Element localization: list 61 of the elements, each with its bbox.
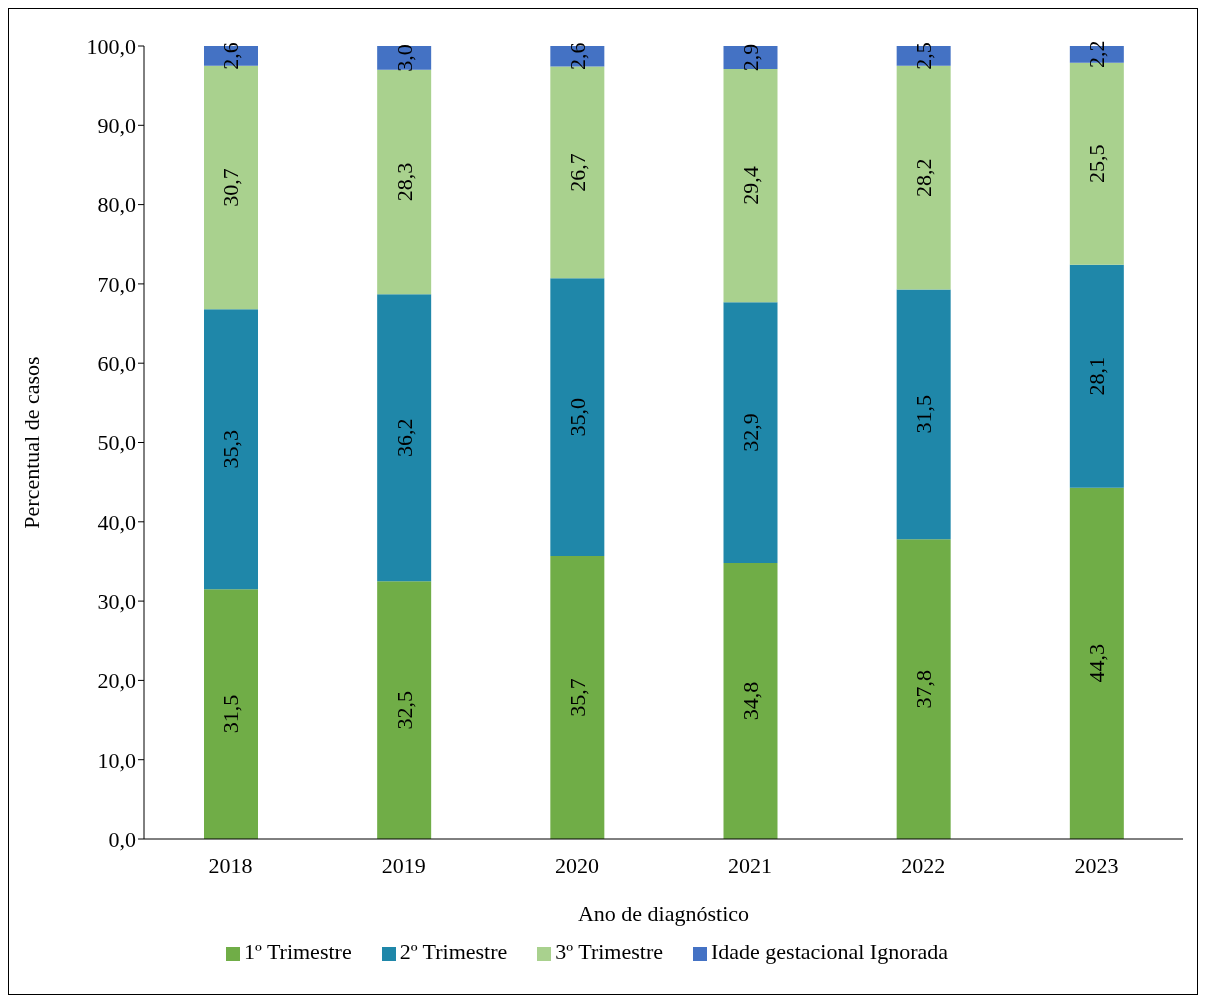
x-tick-label: 2018 (208, 852, 253, 878)
bar (896, 289, 951, 540)
x-axis-title: Ano de diagnóstico (577, 901, 750, 926)
x-tick-label: 2020 (554, 852, 599, 878)
y-tick-label: 20,0 (97, 668, 136, 694)
bar (550, 555, 605, 839)
data-label: 29,4 (738, 166, 763, 205)
x-tick-label: 2023 (1074, 852, 1119, 878)
y-tick-label: 80,0 (97, 192, 136, 218)
data-label: 28,1 (1084, 357, 1110, 396)
data-label: 31,5 (218, 694, 244, 734)
data-label: 2,5 (911, 42, 937, 70)
y-tick-label: 0,0 (108, 826, 136, 852)
bar (204, 309, 258, 590)
legend-label: 3º Trimestre (555, 939, 663, 964)
data-label: 30,7 (218, 168, 244, 207)
y-axis-title: Percentual de casos (18, 356, 44, 529)
bar (1069, 264, 1124, 488)
data-label: 2,6 (218, 42, 244, 70)
data-label: 32,5 (391, 690, 417, 730)
bar (723, 563, 778, 839)
legend-label: Idade gestacional Ignorada (711, 939, 948, 964)
data-label: 34,8 (738, 681, 763, 721)
data-label: 32,9 (738, 413, 763, 452)
bar (723, 302, 778, 564)
y-tick-label: 60,0 (97, 351, 136, 377)
x-tick-label: 2021 (728, 852, 773, 878)
y-tick-label: 40,0 (97, 509, 136, 535)
data-label: 37,8 (911, 669, 937, 709)
bar (377, 69, 432, 295)
bar (377, 581, 432, 839)
data-label: 35,0 (564, 397, 590, 437)
bar (1069, 487, 1124, 839)
bar (377, 294, 432, 582)
y-tick-label: 100,0 (86, 33, 136, 59)
y-tick-label: 10,0 (97, 747, 136, 773)
x-tick-label: 2019 (381, 852, 426, 878)
data-label: 36,2 (391, 418, 417, 457)
data-label: 44,3 (1084, 644, 1110, 683)
data-label: 31,5 (911, 395, 937, 434)
bar (550, 278, 605, 556)
bar (723, 69, 778, 303)
data-label: 25,5 (1084, 144, 1110, 184)
y-tick-label: 70,0 (97, 271, 136, 297)
y-tick-label: 30,0 (97, 588, 136, 614)
data-label: 35,7 (564, 678, 590, 717)
data-label: 28,2 (911, 158, 937, 197)
bar (896, 539, 951, 839)
data-label: 26,7 (564, 153, 590, 192)
legend-label: 1º Trimestre (243, 939, 352, 964)
data-label: 2,9 (738, 43, 763, 72)
y-tick-label: 90,0 (97, 113, 136, 139)
y-tick-label: 50,0 (97, 430, 136, 456)
legend-label: 2º Trimestre (399, 939, 508, 964)
data-label: 2,6 (564, 42, 590, 71)
data-label: 35,3 (218, 429, 244, 469)
data-label: 3,0 (391, 44, 417, 72)
data-label: 28,3 (391, 162, 417, 202)
bar (204, 589, 258, 839)
x-tick-label: 2022 (901, 852, 946, 878)
data-label: 2,2 (1084, 40, 1110, 69)
